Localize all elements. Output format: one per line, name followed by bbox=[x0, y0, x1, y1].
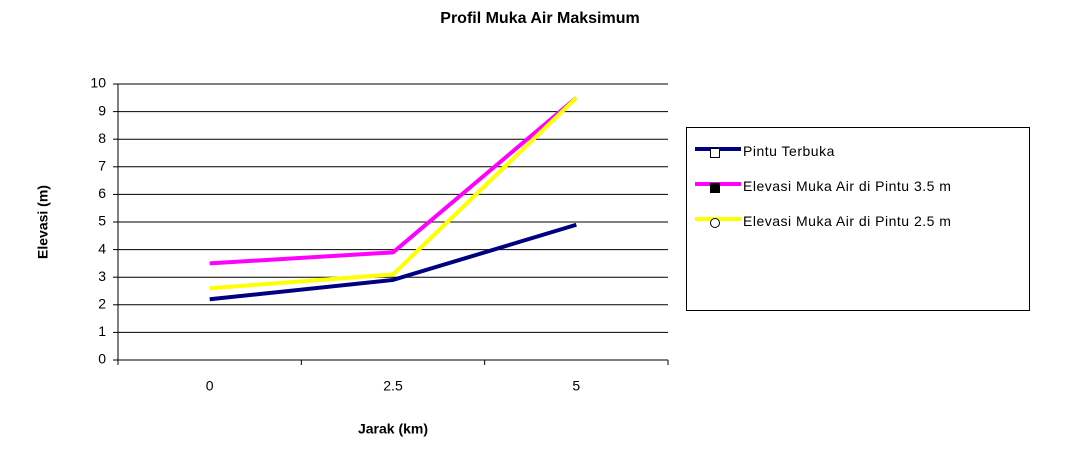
legend-swatch bbox=[695, 147, 741, 158]
legend-item: Elevasi Muka Air di Pintu 3.5 m bbox=[693, 177, 1023, 198]
x-tick-label: 0 bbox=[206, 378, 214, 394]
legend-marker bbox=[710, 218, 720, 228]
legend-marker bbox=[710, 183, 720, 193]
chart-title: Profil Muka Air Maksimum bbox=[440, 10, 639, 27]
legend-item: Elevasi Muka Air di Pintu 2.5 m bbox=[693, 212, 1023, 233]
legend-swatch bbox=[695, 182, 741, 193]
legend-label: Elevasi Muka Air di Pintu 2.5 m bbox=[743, 213, 952, 229]
y-tick-label: 1 bbox=[98, 323, 106, 339]
x-tick-label: 2.5 bbox=[383, 378, 403, 394]
y-tick-label: 2 bbox=[98, 296, 106, 312]
series-line bbox=[209, 96, 578, 266]
legend-marker bbox=[710, 148, 720, 158]
y-tick-label: 0 bbox=[98, 351, 106, 367]
y-tick-label: 9 bbox=[98, 102, 106, 118]
legend-label: Pintu Terbuka bbox=[743, 143, 835, 159]
legend: Pintu Terbuka Elevasi Muka Air di Pintu 3… bbox=[686, 127, 1030, 311]
y-tick-label: 8 bbox=[98, 130, 106, 146]
legend-swatch bbox=[695, 217, 741, 228]
x-tick-label: 5 bbox=[572, 378, 580, 394]
y-tick-label: 5 bbox=[98, 213, 106, 229]
y-tick-label: 7 bbox=[98, 158, 106, 174]
legend-item: Pintu Terbuka bbox=[693, 142, 1023, 163]
x-axis-label: Jarak (km) bbox=[358, 421, 428, 437]
y-tick-label: 3 bbox=[98, 268, 106, 284]
y-tick-label: 6 bbox=[98, 185, 106, 201]
series-line bbox=[209, 222, 577, 302]
y-tick-label: 10 bbox=[90, 75, 106, 91]
series-line bbox=[209, 96, 578, 291]
y-axis-label: Elevasi (m) bbox=[35, 185, 51, 259]
y-tick-label: 4 bbox=[98, 240, 106, 256]
legend-label: Elevasi Muka Air di Pintu 3.5 m bbox=[743, 178, 952, 194]
